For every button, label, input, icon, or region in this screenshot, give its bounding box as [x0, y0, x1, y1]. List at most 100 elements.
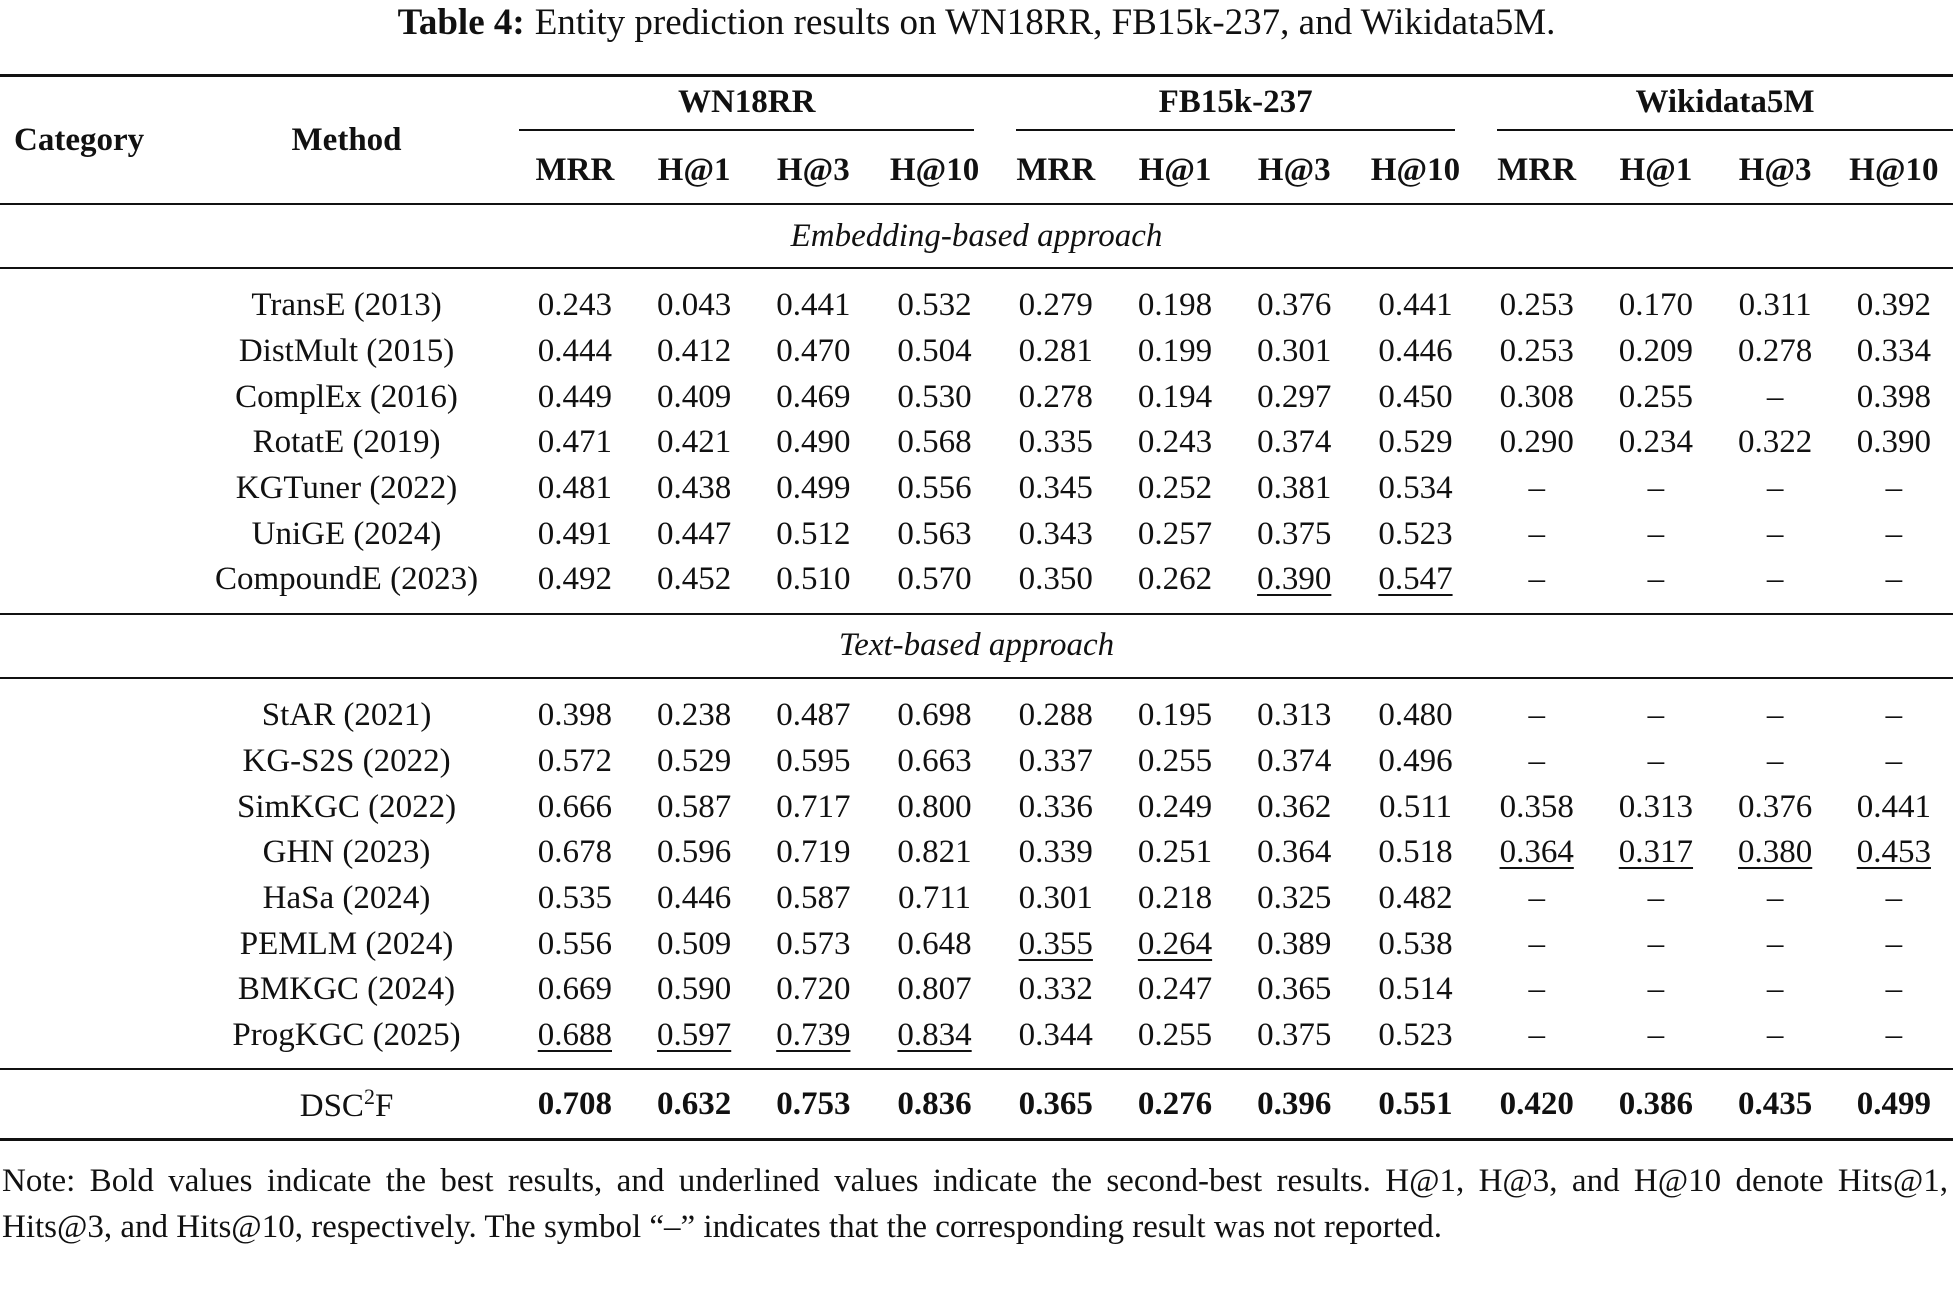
- value-cell: 0.800: [873, 784, 996, 830]
- value-text: 0.482: [1378, 879, 1453, 916]
- value-cell: –: [1835, 876, 1953, 922]
- value-cell: –: [1596, 739, 1715, 785]
- value-cell: –: [1477, 678, 1596, 739]
- value-cell: –: [1596, 557, 1715, 614]
- value-text: 0.376: [1738, 788, 1813, 825]
- value-cell: 0.380: [1716, 830, 1835, 876]
- category-header: Category: [14, 121, 145, 158]
- value-cell: 0.234: [1596, 420, 1715, 466]
- value-cell: 0.717: [754, 784, 873, 830]
- value-text: 0.490: [776, 424, 851, 461]
- metric-header: H@10: [1849, 151, 1939, 188]
- value-cell: 0.317: [1596, 830, 1715, 876]
- value-text: –: [1766, 697, 1784, 734]
- metric-header: H@10: [1370, 151, 1461, 188]
- value-cell: 0.243: [515, 268, 634, 329]
- value-cell: 0.350: [996, 557, 1115, 614]
- value-text: 0.409: [656, 378, 732, 415]
- value-cell: 0.301: [1235, 329, 1354, 375]
- value-cell: –: [1835, 967, 1953, 1013]
- value-text: 0.719: [776, 834, 851, 871]
- category-cell: [0, 329, 178, 375]
- value-cell: –: [1835, 511, 1953, 557]
- table-row: ProgKGC (2025) 0.688 0.597 0.739 0.834 0.344 0…: [0, 1013, 1953, 1070]
- best-value-cell: 0.753: [776, 1085, 851, 1122]
- method-cell: ComplEx (2016): [235, 378, 458, 415]
- value-text: 0.450: [1378, 378, 1453, 415]
- value-text: –: [1766, 1016, 1784, 1053]
- value-cell: –: [1716, 557, 1835, 614]
- value-text: 0.821: [897, 834, 972, 871]
- value-text: 0.398: [1856, 378, 1931, 415]
- value-text: 0.199: [1137, 333, 1213, 370]
- value-text: –: [1766, 470, 1784, 507]
- metric-header: H@1: [657, 151, 731, 188]
- method-cell: CompoundE (2023): [215, 561, 479, 598]
- value-cell: 0.568: [873, 420, 996, 466]
- value-text: 0.556: [537, 925, 612, 962]
- table-row: ComplEx (2016) 0.449 0.409 0.469 0.530 0.278 0…: [0, 374, 1953, 420]
- value-text: 0.278: [1738, 333, 1813, 370]
- value-text: 0.337: [1018, 742, 1093, 779]
- value-text: –: [1647, 1016, 1665, 1053]
- category-cell: [0, 268, 178, 329]
- value-cell: 0.278: [1716, 329, 1835, 375]
- value-cell: 0.496: [1354, 739, 1477, 785]
- best-value-cell: 0.708: [537, 1085, 612, 1122]
- value-text: 0.364: [1499, 834, 1574, 871]
- value-text: –: [1766, 378, 1784, 415]
- best-value-cell: 0.499: [1856, 1085, 1931, 1122]
- value-cell: 0.452: [634, 557, 753, 614]
- table-row: TransE (2013) 0.243 0.043 0.441 0.532 0.279 0.…: [0, 268, 1953, 329]
- value-text: 0.313: [1257, 697, 1332, 734]
- value-text: –: [1647, 515, 1665, 552]
- value-text: –: [1528, 1016, 1545, 1053]
- value-text: 0.504: [897, 333, 972, 370]
- value-text: 0.563: [897, 515, 972, 552]
- value-text: 0.313: [1618, 788, 1694, 825]
- metric-header: H@1: [1138, 151, 1212, 188]
- value-text: –: [1647, 971, 1665, 1008]
- value-cell: 0.587: [754, 876, 873, 922]
- value-cell: 0.281: [996, 329, 1115, 375]
- best-value-cell: 0.386: [1618, 1085, 1694, 1122]
- value-text: 0.358: [1499, 788, 1574, 825]
- value-cell: –: [1596, 466, 1715, 512]
- value-text: 0.398: [537, 697, 612, 734]
- value-cell: 0.511: [1354, 784, 1477, 830]
- value-text: 0.590: [656, 971, 732, 1008]
- category-cell: [0, 511, 178, 557]
- value-cell: –: [1477, 466, 1596, 512]
- value-cell: –: [1835, 678, 1953, 739]
- table-row: CompoundE (2023) 0.492 0.452 0.510 0.570 0.35…: [0, 557, 1953, 614]
- metric-header: H@3: [1257, 151, 1331, 188]
- value-cell: 0.490: [754, 420, 873, 466]
- value-text: 0.249: [1137, 788, 1213, 825]
- value-text: 0.278: [1018, 378, 1093, 415]
- value-text: –: [1885, 697, 1903, 734]
- value-cell: 0.343: [996, 511, 1115, 557]
- table-row: SimKGC (2022) 0.666 0.587 0.717 0.800 0.336 0.…: [0, 784, 1953, 830]
- value-text: 0.487: [776, 697, 851, 734]
- value-cell: –: [1835, 739, 1953, 785]
- section-title: Text-based approach: [838, 627, 1115, 664]
- value-cell: 0.308: [1477, 374, 1596, 420]
- section-header-row: Text-based approach: [0, 613, 1953, 678]
- value-cell: 0.253: [1477, 268, 1596, 329]
- best-value-cell: 0.551: [1378, 1085, 1453, 1122]
- value-cell: 0.529: [634, 739, 753, 785]
- method-cell: UniGE (2024): [251, 515, 442, 552]
- value-text: –: [1885, 742, 1903, 779]
- value-cell: 0.535: [515, 876, 634, 922]
- value-text: 0.345: [1018, 470, 1093, 507]
- value-text: 0.480: [1378, 697, 1453, 734]
- value-cell: 0.512: [754, 511, 873, 557]
- value-cell: 0.365: [1235, 967, 1354, 1013]
- value-cell: –: [1716, 1013, 1835, 1070]
- value-cell: 0.518: [1354, 830, 1477, 876]
- value-cell: –: [1716, 466, 1835, 512]
- value-text: 0.441: [1856, 788, 1931, 825]
- category-cell: [0, 466, 178, 512]
- value-cell: 0.556: [515, 921, 634, 967]
- category-cell: [0, 830, 178, 876]
